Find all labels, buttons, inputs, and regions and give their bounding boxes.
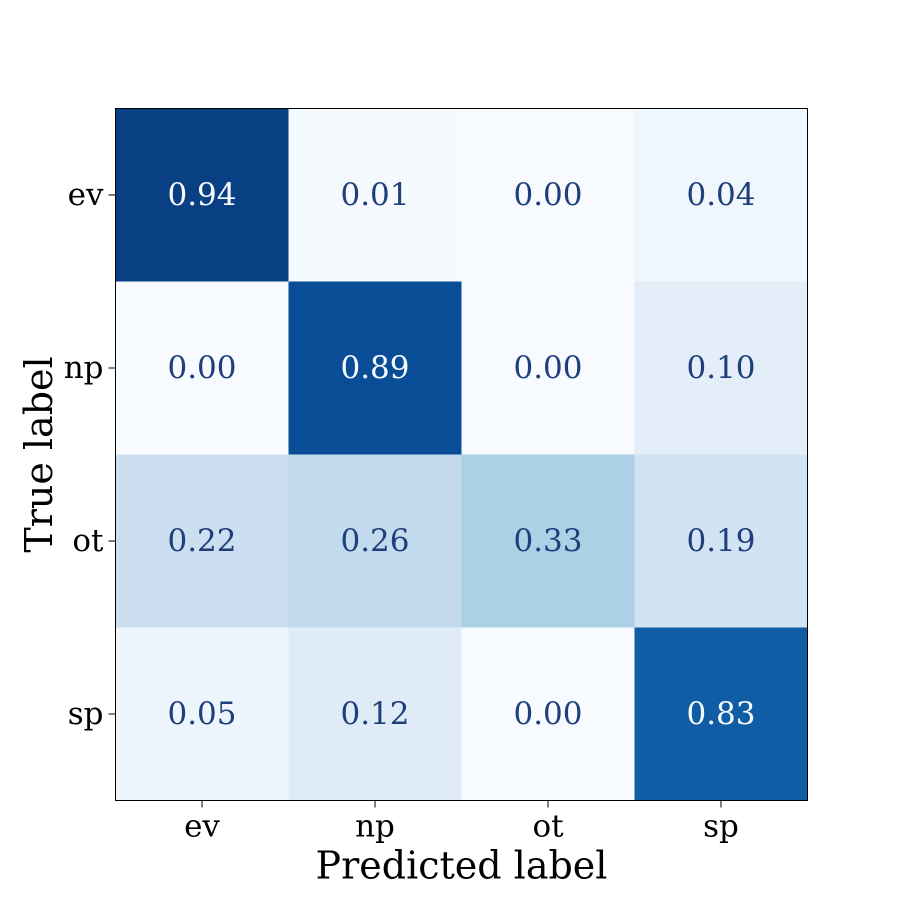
heatmap-cell xyxy=(288,281,462,455)
cell-value-label: 0.33 xyxy=(513,523,582,559)
x-tick-label: sp xyxy=(703,809,739,845)
cell-value-label: 0.00 xyxy=(513,177,582,213)
x-tick-label: ev xyxy=(184,809,220,845)
cell-value-label: 0.00 xyxy=(167,350,236,386)
x-axis-label: Predicted label xyxy=(316,844,608,888)
cell-value-label: 0.94 xyxy=(167,177,236,213)
heatmap-cell xyxy=(115,627,289,801)
cell-value-label: 0.19 xyxy=(686,523,755,559)
cell-value-label: 0.05 xyxy=(167,696,236,732)
heatmap-cell xyxy=(115,108,289,282)
cells-layer xyxy=(115,108,808,801)
y-tick-label: ev xyxy=(68,177,104,213)
x-tick-label: ot xyxy=(532,809,564,845)
y-axis-label: True label xyxy=(17,356,61,552)
heatmap-cell xyxy=(288,454,462,628)
heatmap-cell xyxy=(461,281,635,455)
cell-value-label: 0.10 xyxy=(686,350,755,386)
heatmap-cell xyxy=(634,454,808,628)
heatmap-cell xyxy=(461,108,635,282)
heatmap-cell xyxy=(461,454,635,628)
cell-value-label: 0.22 xyxy=(167,523,236,559)
plot-frame xyxy=(115,108,808,801)
y-tick-label: sp xyxy=(68,696,104,732)
cell-value-label: 0.04 xyxy=(686,177,755,213)
x-tick-label: np xyxy=(355,809,395,845)
y-tick-label: np xyxy=(64,350,104,386)
heatmap-cell xyxy=(634,281,808,455)
value-labels-layer: 0.94 0.01 0.00 0.04 0.00 0.89 0.00 0.10 0.22 0.26… xyxy=(167,177,755,732)
cell-value-label: 0.89 xyxy=(340,350,409,386)
heatmap-cell xyxy=(288,627,462,801)
cell-value-label: 0.12 xyxy=(340,696,409,732)
ticks-layer: ev np ot sp ev np ot sp xyxy=(64,177,739,845)
heatmap-cell xyxy=(288,108,462,282)
cell-value-label: 0.01 xyxy=(340,177,409,213)
heatmap-cell xyxy=(634,627,808,801)
y-tick-label: ot xyxy=(72,523,104,559)
cell-value-label: 0.26 xyxy=(340,523,409,559)
heatmap-cell xyxy=(115,281,289,455)
heatmap-cell xyxy=(115,454,289,628)
heatmap-cell xyxy=(461,627,635,801)
cell-value-label: 0.00 xyxy=(513,696,582,732)
cell-value-label: 0.83 xyxy=(686,696,755,732)
cell-value-label: 0.00 xyxy=(513,350,582,386)
heatmap-cell xyxy=(634,108,808,282)
